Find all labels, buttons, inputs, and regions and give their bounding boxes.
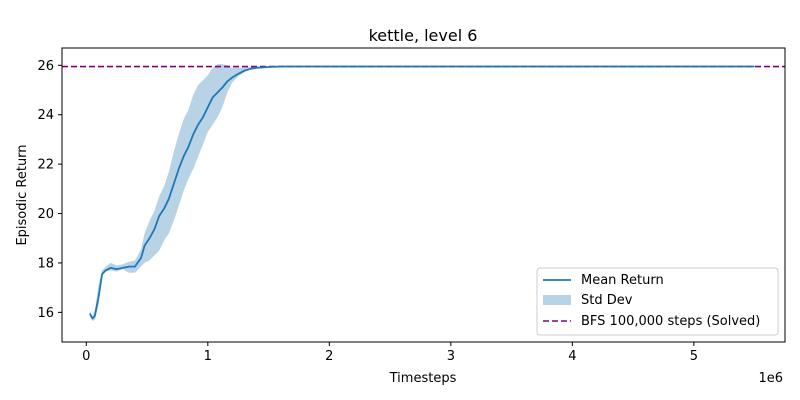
legend-std-swatch (543, 295, 571, 305)
x-tick-label: 4 (568, 349, 576, 364)
y-axis: 16 18 20 22 24 26 (37, 59, 62, 321)
y-tick-label: 18 (37, 256, 54, 271)
x-tick-label: 3 (447, 349, 455, 364)
x-tick-label: 2 (325, 349, 333, 364)
mean-return-line (89, 65, 755, 320)
y-axis-label: Episodic Return (15, 144, 30, 245)
x-tick-label: 0 (82, 349, 90, 364)
legend-box (536, 267, 779, 336)
chart-title: kettle, level 6 (369, 26, 478, 45)
x-tick-label: 1 (204, 349, 212, 364)
y-tick-label: 26 (37, 59, 54, 74)
axes-frame (61, 47, 786, 343)
x-axis: 0 1 2 3 4 5 (82, 342, 698, 364)
plot-area (62, 64, 785, 321)
x-axis-label: Timesteps (389, 371, 457, 386)
y-tick-label: 16 (37, 306, 54, 321)
x-tick-label: 5 (690, 349, 698, 364)
y-tick-label: 22 (37, 158, 54, 173)
legend-std-label: Std Dev (581, 293, 633, 308)
y-tick-label: 24 (37, 108, 54, 123)
legend-mean-label: Mean Return (581, 273, 664, 288)
y-tick-label: 20 (37, 207, 54, 222)
x-offset-label: 1e6 (758, 371, 783, 386)
legend: Mean Return Std Dev BFS 100,000 steps (S… (536, 267, 779, 336)
legend-bfs-label: BFS 100,000 steps (Solved) (581, 314, 760, 329)
